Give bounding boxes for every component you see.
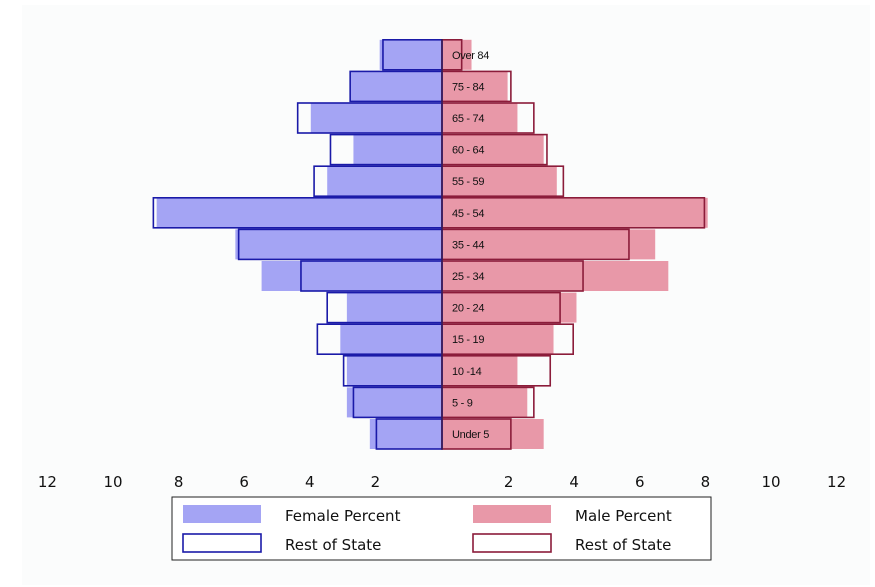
bar-male-percent-right-5-9 [442,387,528,418]
bar-female-percent-left-55-59 [327,166,442,197]
x-tick-right-2: 2 [504,473,514,491]
bar-male-percent-right-35-44 [442,229,656,260]
x-tick-right-8: 8 [701,473,711,491]
legend-box [171,496,712,561]
legend-label-female-percent: Female Percent [285,507,401,525]
age-label-over-84: Over 84 [452,50,489,62]
x-axis-ticks: 12 10 8 6 4 2 2 4 6 8 10 12 [38,473,846,491]
bar-male-percent-right-over-84 [442,39,472,70]
legend-swatch-male-percent [473,505,551,523]
x-tick-left-6: 6 [239,473,249,491]
age-label-25-34: 25 - 34 [452,271,484,283]
bar-male-percent-right-under-5 [442,419,544,449]
bar-female-percent-left-45-54 [156,197,442,228]
bar-female-percent-left-10-14 [346,355,442,386]
age-label-under-5: Under 5 [452,429,489,441]
bar-female-percent-left-65-74 [310,103,442,133]
age-label-20-24: 20 - 24 [452,303,484,315]
x-tick-right-4: 4 [569,473,579,491]
age-labels-layer: Under 5 5 - 9 10 -14 15 - 19 20 - 24 25 - 34 3… [452,50,490,441]
bar-male-percent-right-65-74 [442,103,518,133]
x-tick-left-4: 4 [305,473,315,491]
bar-male-percent-right-15-19 [442,324,554,355]
legend-swatch-rest-of-state-female [182,533,262,553]
bar-female-percent-left-75-84 [350,71,442,102]
bar-male-percent-right-10-14 [442,355,518,386]
bar-female-percent-left-over-84 [379,39,442,70]
x-tick-left-8: 8 [174,473,184,491]
bar-female-percent-left-60-64 [353,134,442,165]
bar-male-percent-right-75-84 [442,71,508,102]
age-label-65-74: 65 - 74 [452,113,484,125]
bar-female-percent-left-20-24 [346,292,442,323]
age-label-5-9: 5 - 9 [452,397,473,409]
legend-label-rest-of-state-female: Rest of State [285,536,381,554]
bar-female-percent-left-15-19 [340,324,442,355]
x-tick-left-10: 10 [103,473,122,491]
legend-label-male-percent: Male Percent [575,507,672,525]
legend-swatch-rest-of-state-male [472,533,552,553]
bar-female-percent-left-25-34 [261,261,442,291]
bars-layer [152,38,708,450]
legend-swatch-female-percent [183,505,261,523]
age-label-45-54: 45 - 54 [452,208,484,220]
bar-male-percent-right-55-59 [442,166,557,197]
bar-male-percent-right-45-54 [442,197,708,228]
age-label-35-44: 35 - 44 [452,239,484,251]
bar-male-percent-right-25-34 [442,261,669,291]
bar-male-percent-right-20-24 [442,292,577,323]
bar-female-percent-left-5-9 [346,387,442,418]
x-tick-right-10: 10 [761,473,780,491]
x-tick-left-2: 2 [371,473,381,491]
x-tick-right-12: 12 [827,473,846,491]
legend: Female Percent Rest of State Male Percen… [171,496,712,561]
age-label-75-84: 75 - 84 [452,81,484,93]
legend-label-rest-of-state-male: Rest of State [575,536,671,554]
bar-female-percent-left-under-5 [369,419,442,449]
age-label-60-64: 60 - 64 [452,145,484,157]
age-label-55-59: 55 - 59 [452,176,484,188]
age-label-15-19: 15 - 19 [452,334,484,346]
x-tick-left-12: 12 [38,473,57,491]
age-label-10-14: 10 -14 [452,366,482,378]
bar-male-percent-right-60-64 [442,134,544,165]
x-tick-right-6: 6 [635,473,645,491]
bar-female-percent-left-35-44 [235,229,442,260]
